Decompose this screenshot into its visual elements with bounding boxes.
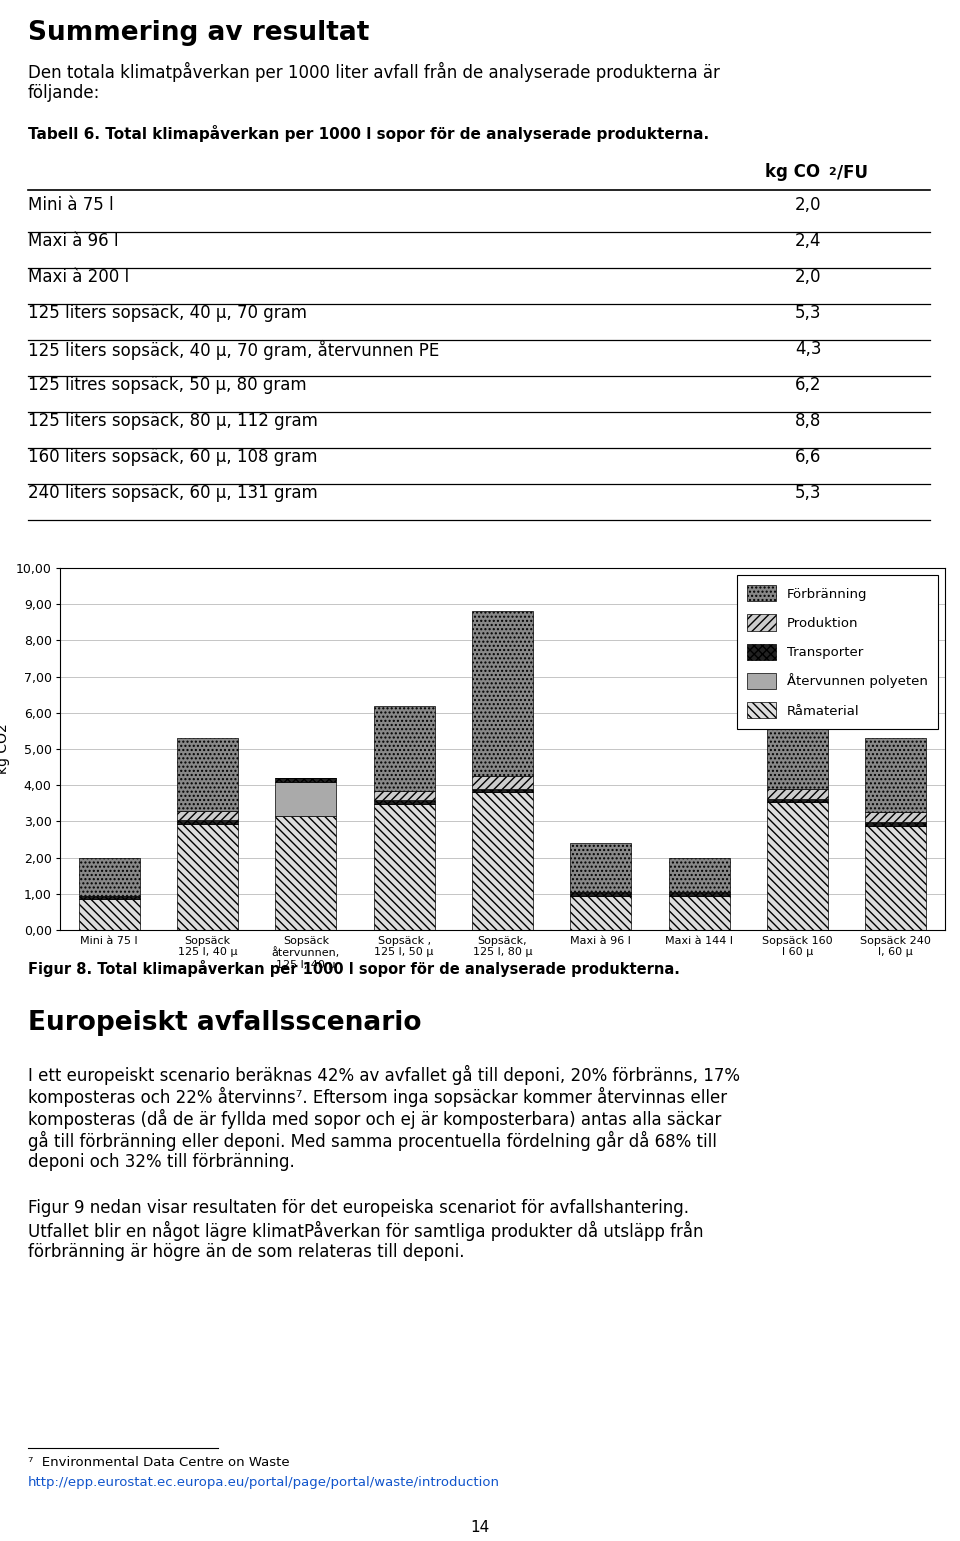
- Text: komposteras (då de är fyllda med sopor och ej är komposterbara) antas alla säcka: komposteras (då de är fyllda med sopor o…: [28, 1110, 721, 1130]
- Text: 14: 14: [470, 1519, 490, 1535]
- Text: http://epp.eurostat.ec.europa.eu/portal/page/portal/waste/introduction: http://epp.eurostat.ec.europa.eu/portal/…: [28, 1476, 500, 1489]
- Text: 125 liters sopsäck, 40 μ, 70 gram, återvunnen PE: 125 liters sopsäck, 40 μ, 70 gram, återv…: [28, 341, 440, 361]
- Text: Figur 8. Total klimapåverkan per 1000 l sopor för de analyserade produkterna.: Figur 8. Total klimapåverkan per 1000 l …: [28, 960, 680, 977]
- Bar: [373, 804, 435, 931]
- Text: 8,8: 8,8: [795, 411, 822, 430]
- Bar: [276, 781, 336, 817]
- Text: komposteras och 22% återvinns⁷. Eftersom inga sopsäckar kommer återvinnas eller: komposteras och 22% återvinns⁷. Eftersom…: [28, 1086, 727, 1106]
- Text: 160 liters sopsäck, 60 μ, 108 gram: 160 liters sopsäck, 60 μ, 108 gram: [28, 448, 318, 465]
- Text: 6,6: 6,6: [795, 448, 822, 465]
- Bar: [767, 803, 828, 931]
- Bar: [79, 858, 139, 895]
- Text: 4,3: 4,3: [795, 341, 822, 358]
- Text: 5,3: 5,3: [795, 484, 822, 502]
- Bar: [276, 817, 336, 931]
- Bar: [373, 791, 435, 800]
- Bar: [177, 811, 238, 820]
- Bar: [472, 612, 533, 777]
- Text: 240 liters sopsäck, 60 μ, 131 gram: 240 liters sopsäck, 60 μ, 131 gram: [28, 484, 318, 502]
- Bar: [177, 824, 238, 931]
- Text: ⁷  Environmental Data Centre on Waste: ⁷ Environmental Data Centre on Waste: [28, 1456, 290, 1469]
- Text: 125 liters sopsäck, 40 μ, 70 gram: 125 liters sopsäck, 40 μ, 70 gram: [28, 304, 307, 322]
- Text: I ett europeiskt scenario beräknas 42% av avfallet gå till deponi, 20% förbränns: I ett europeiskt scenario beräknas 42% a…: [28, 1065, 740, 1085]
- Text: följande:: följande:: [28, 85, 101, 102]
- Bar: [570, 843, 632, 892]
- Bar: [373, 706, 435, 791]
- Legend: Förbränning, Produktion, Transporter, Återvunnen polyeten, Råmaterial: Förbränning, Produktion, Transporter, Åt…: [737, 575, 939, 729]
- Bar: [669, 858, 730, 892]
- Text: 2,0: 2,0: [795, 268, 822, 287]
- Bar: [669, 892, 730, 895]
- Y-axis label: kg CO2: kg CO2: [0, 724, 11, 775]
- Bar: [177, 738, 238, 811]
- Text: Summering av resultat: Summering av resultat: [28, 20, 370, 46]
- Bar: [79, 895, 139, 900]
- Bar: [276, 778, 336, 781]
- Text: 5,3: 5,3: [795, 304, 822, 322]
- Text: gå till förbränning eller deponi. Med samma procentuella fördelning går då 68% t: gå till förbränning eller deponi. Med sa…: [28, 1131, 717, 1151]
- Bar: [669, 895, 730, 931]
- Bar: [177, 820, 238, 824]
- Text: Utfallet blir en något lägre klimatPåverkan för samtliga produkter då utsläpp fr: Utfallet blir en något lägre klimatPåver…: [28, 1220, 704, 1241]
- Bar: [472, 792, 533, 931]
- Text: 2,0: 2,0: [795, 196, 822, 214]
- Bar: [79, 900, 139, 931]
- Text: 6,2: 6,2: [795, 376, 822, 394]
- Bar: [570, 892, 632, 895]
- Text: Europeiskt avfallsscenario: Europeiskt avfallsscenario: [28, 1009, 421, 1036]
- Text: Tabell 6. Total klimapåverkan per 1000 l sopor för de analyserade produkterna.: Tabell 6. Total klimapåverkan per 1000 l…: [28, 125, 709, 142]
- Bar: [472, 789, 533, 792]
- Bar: [865, 812, 926, 823]
- Text: Maxi à 200 l: Maxi à 200 l: [28, 268, 130, 287]
- Text: Den totala klimatpåverkan per 1000 liter avfall från de analyserade produkterna : Den totala klimatpåverkan per 1000 liter…: [28, 62, 720, 82]
- Bar: [767, 690, 828, 789]
- Text: Mini à 75 l: Mini à 75 l: [28, 196, 113, 214]
- Bar: [865, 826, 926, 931]
- Bar: [767, 789, 828, 798]
- Bar: [865, 823, 926, 826]
- Text: 125 liters sopsäck, 80 μ, 112 gram: 125 liters sopsäck, 80 μ, 112 gram: [28, 411, 318, 430]
- Text: 2,4: 2,4: [795, 233, 822, 250]
- Text: förbränning är högre än de som relateras till deponi.: förbränning är högre än de som relateras…: [28, 1244, 465, 1261]
- Bar: [767, 798, 828, 803]
- Bar: [472, 777, 533, 789]
- Text: 2: 2: [828, 166, 836, 177]
- Text: deponi och 32% till förbränning.: deponi och 32% till förbränning.: [28, 1153, 295, 1171]
- Bar: [865, 738, 926, 812]
- Text: 125 litres sopsäck, 50 μ, 80 gram: 125 litres sopsäck, 50 μ, 80 gram: [28, 376, 306, 394]
- Text: /FU: /FU: [837, 163, 868, 180]
- Text: kg CO: kg CO: [765, 163, 820, 180]
- Text: Figur 9 nedan visar resultaten för det europeiska scenariot för avfallshantering: Figur 9 nedan visar resultaten för det e…: [28, 1199, 689, 1217]
- Bar: [373, 800, 435, 804]
- Bar: [570, 895, 632, 931]
- Text: Maxi à 96 l: Maxi à 96 l: [28, 233, 118, 250]
